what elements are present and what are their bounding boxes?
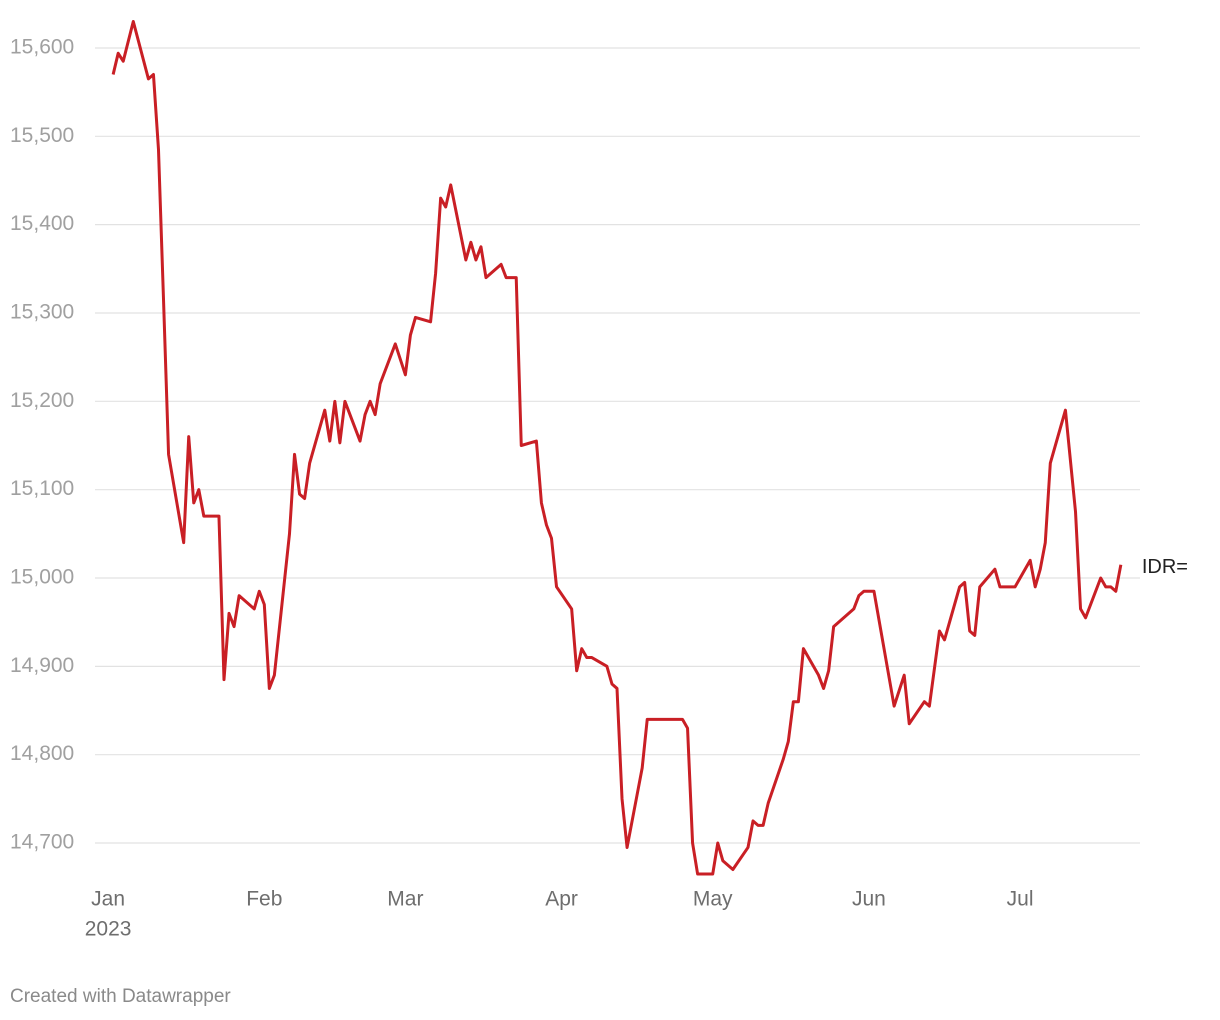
y-tick-label: 15,600 [10, 36, 74, 59]
y-tick-label: 15,300 [10, 301, 74, 324]
y-tick-label: 14,700 [10, 831, 74, 854]
y-tick-label: 15,000 [10, 566, 74, 589]
x-tick-label: Jul [1007, 888, 1034, 911]
x-tick-label: Jun [852, 888, 886, 911]
y-tick-label: 14,900 [10, 654, 74, 677]
x-tick-label: Mar [387, 888, 423, 911]
x-tick-label: Jan [91, 888, 125, 911]
series-label: IDR= [1142, 556, 1188, 578]
footer: Created with Datawrapper [10, 986, 231, 1007]
y-tick-label: 15,500 [10, 124, 74, 147]
y-tick-label: 15,400 [10, 212, 74, 235]
y-tick-label: 15,100 [10, 477, 74, 500]
line [111, 19, 1123, 876]
x-tick-label: May [693, 888, 733, 911]
y-tick-label: 14,800 [10, 742, 74, 765]
x-tick-label: Feb [246, 888, 282, 911]
y-tick-label: 15,200 [10, 389, 74, 412]
x-tick-sublabel: 2023 [85, 918, 132, 941]
x-tick-label: Apr [545, 888, 578, 911]
